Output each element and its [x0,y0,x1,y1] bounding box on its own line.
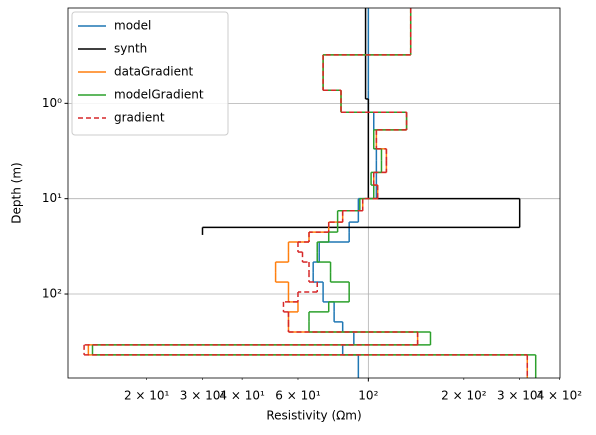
legend-label: dataGradient [114,65,194,79]
legend-box [71,11,229,136]
plot-frame [67,7,561,379]
legend-label: synth [114,42,147,56]
x-minor-tick-label: 3 × 10¹ [180,389,226,403]
legend-label: model [114,19,151,33]
x-minor-tick-label: 6 × 10¹ [275,389,321,403]
y-tick-label: 10² [42,287,62,301]
y-tick-label: 10¹ [42,191,62,205]
x-minor-tick-label: 4 × 10¹ [219,389,265,403]
legend-label: modelGradient [114,88,204,102]
y-tick-label: 10⁰ [42,96,62,110]
x-tick-label: 10² [358,389,378,403]
x-minor-tick-label: 4 × 10² [537,389,583,403]
y-axis-label: Depth (m) [10,162,24,223]
x-minor-tick-label: 3 × 10² [497,389,543,403]
x-axis-label: Resistivity (Ωm) [266,409,361,423]
x-minor-tick-label: 2 × 10¹ [124,389,170,403]
x-minor-tick-label: 2 × 10² [441,389,487,403]
legend-label: gradient [114,111,165,125]
